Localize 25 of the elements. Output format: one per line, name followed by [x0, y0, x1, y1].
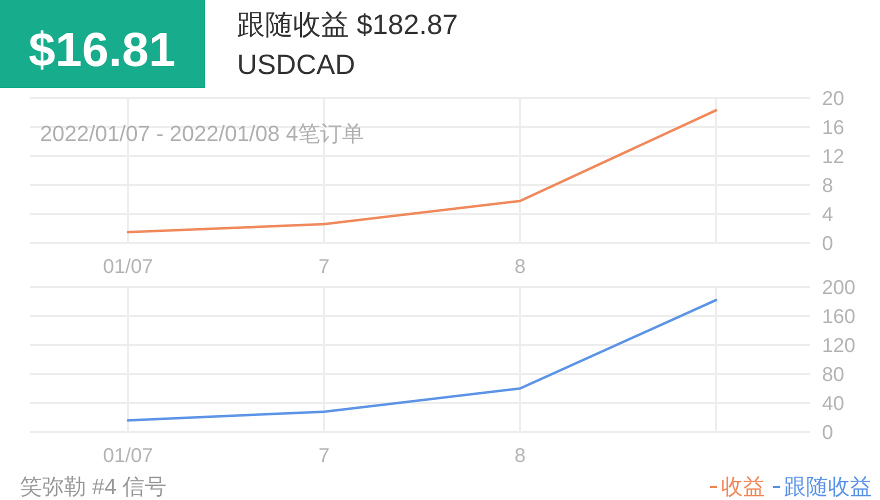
text: 笑弥勒 #4 信号	[20, 474, 167, 499]
text: 跟随收益 $182.87	[237, 9, 458, 40]
y-tick-label: 80	[822, 364, 844, 386]
x-tick-label: 8	[514, 256, 526, 278]
legend-label: 跟随收益	[784, 474, 872, 499]
x-tick-label: 8	[514, 445, 526, 467]
legend-label: 收益	[721, 474, 765, 499]
y-tick-label: 12	[822, 146, 844, 168]
text: $16.81	[28, 24, 176, 77]
y-tick-label: 0	[822, 422, 834, 444]
y-tick-label: 40	[822, 393, 844, 415]
y-tick-label: 0	[822, 233, 834, 255]
x-tick-label: 7	[318, 256, 330, 278]
y-tick-label: 120	[822, 335, 856, 357]
y-tick-label: 20	[822, 88, 844, 110]
y-tick-label: 160	[822, 306, 856, 328]
x-tick-label: 7	[318, 445, 330, 467]
x-tick-label: 01/07	[102, 256, 154, 278]
y-tick-label: 16	[822, 117, 844, 139]
text: 2022/01/07 - 2022/01/08 4笔订单	[40, 121, 364, 146]
x-tick-label: 01/07	[102, 445, 154, 467]
y-tick-label: 8	[822, 175, 834, 197]
y-tick-label: 4	[822, 204, 834, 226]
y-tick-label: 200	[822, 277, 856, 299]
text: USDCAD	[237, 49, 356, 80]
